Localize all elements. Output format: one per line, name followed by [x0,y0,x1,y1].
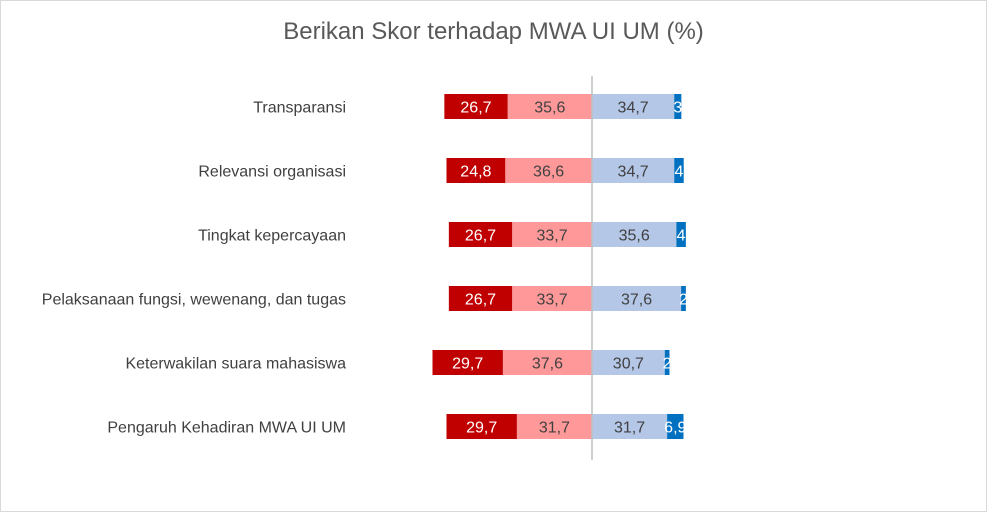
category-label: Transparansi [253,100,346,117]
bar-segment [512,222,592,247]
bar-segment [592,222,677,247]
bar-segment [674,158,684,183]
data-label: 2 [663,356,672,373]
bar-segment [592,350,665,375]
category-label: Tingkat kepercayaan [198,228,346,245]
bar-segment [448,286,513,311]
data-label: 4 [677,228,686,245]
bar-segment [507,94,592,119]
data-label: 26,7 [465,292,496,309]
bar-segment [432,350,503,375]
bar-segment [516,414,592,439]
bar-segment [676,222,686,247]
bar-segment [592,158,675,183]
category-label: Relevansi organisasi [198,164,346,181]
data-label: 35,6 [534,100,565,117]
data-label: 37,6 [621,292,652,309]
data-label: 36,6 [533,164,564,181]
bar-segment [592,414,668,439]
data-label: 29,7 [466,420,497,437]
bar-segment [592,286,682,311]
category-label: Keterwakilan suara mahasiswa [125,356,346,373]
bar-segment [448,222,513,247]
data-label: 37,6 [532,356,563,373]
data-label: 34,7 [618,100,649,117]
bar-segment [664,350,670,375]
bar-segment [681,286,686,311]
data-label: 26,7 [465,228,496,245]
data-label: 2 [679,292,688,309]
bar-segment [505,158,592,183]
data-label: 35,6 [619,228,650,245]
data-label: 30,7 [613,356,644,373]
data-label: 6,9 [664,420,686,437]
data-label: 31,7 [614,420,645,437]
data-label: 31,7 [539,420,570,437]
data-label: 33,7 [536,228,567,245]
category-label: Pengaruh Kehadiran MWA UI UM [107,420,346,437]
data-label: 29,7 [452,356,483,373]
category-label: Pelaksanaan fungsi, wewenang, dan tugas [42,292,346,309]
bar-segment [667,414,684,439]
bar-segment [674,94,682,119]
bar-segment [592,94,675,119]
bar-segment [444,94,508,119]
data-label: 34,7 [618,164,649,181]
bar-segment [502,350,592,375]
data-label: 26,7 [460,100,491,117]
chart-title: Berikan Skor terhadap MWA UI UM (%) [283,18,704,45]
data-label: 24,8 [460,164,491,181]
bar-segment [446,414,517,439]
bar-segment [446,158,506,183]
bar-segment [512,286,592,311]
data-label: 33,7 [536,292,567,309]
data-label: 4 [675,164,684,181]
data-label: 3 [673,100,682,117]
